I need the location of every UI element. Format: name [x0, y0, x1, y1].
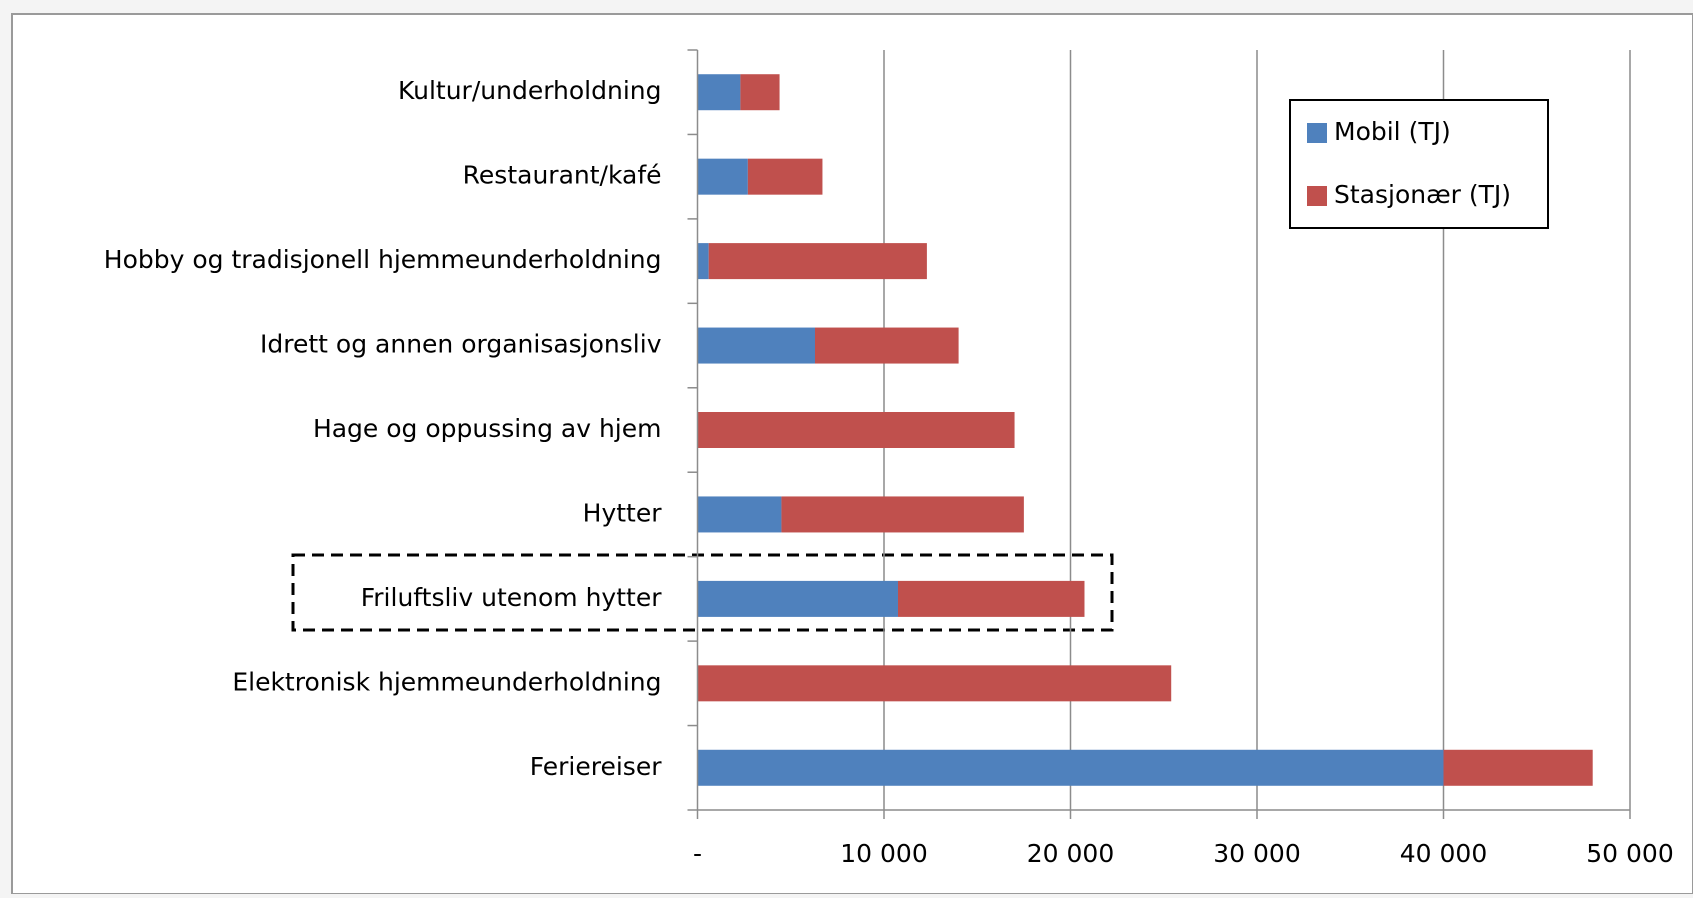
bar-segment	[814, 327, 959, 364]
bar-segment	[697, 496, 782, 533]
y-tick-label: Restaurant/kafé	[463, 161, 662, 190]
bar-segment	[697, 74, 741, 111]
x-tick-label: 50 000	[1586, 839, 1673, 868]
y-tick-label: Hytter	[583, 498, 663, 527]
x-tick-label: -	[693, 839, 702, 868]
legend-label: Mobil (TJ)	[1334, 117, 1451, 146]
bar-segment	[1443, 749, 1593, 786]
bar-segment	[697, 243, 709, 280]
legend-swatch	[1307, 123, 1327, 143]
y-tick-label: Hage og oppussing av hjem	[313, 414, 662, 443]
bar-segment	[697, 749, 1444, 786]
bar-segment	[697, 327, 815, 364]
y-tick-label: Kultur/underholdning	[398, 76, 662, 105]
bar-segment	[897, 580, 1085, 617]
bar-segment	[740, 74, 780, 111]
bar-segment	[708, 243, 927, 280]
legend	[1289, 99, 1549, 229]
bar-segment	[697, 412, 1015, 448]
x-tick-label: 10 000	[840, 839, 927, 868]
y-tick-label: Elektronisk hjemmeunderholdning	[232, 667, 661, 696]
bar-segment	[747, 158, 823, 195]
bar-segment	[781, 496, 1024, 533]
x-tick-label: 40 000	[1400, 839, 1487, 868]
y-tick-label: Feriereiser	[530, 752, 662, 781]
y-tick-label: Hobby og tradisjonell hjemmeunderholdnin…	[104, 245, 662, 274]
y-tick-label: Friluftsliv utenom hytter	[361, 583, 662, 612]
y-tick-label: Idrett og annen organisasjonsliv	[260, 330, 662, 359]
x-tick-label: 30 000	[1213, 839, 1300, 868]
legend-label: Stasjonær (TJ)	[1334, 180, 1511, 209]
highlight-box	[291, 553, 1114, 632]
legend-swatch	[1307, 186, 1327, 206]
bar-segment	[697, 665, 1172, 702]
x-tick-label: 20 000	[1027, 839, 1114, 868]
bar-segment	[697, 580, 898, 617]
bar-segment	[697, 158, 748, 195]
